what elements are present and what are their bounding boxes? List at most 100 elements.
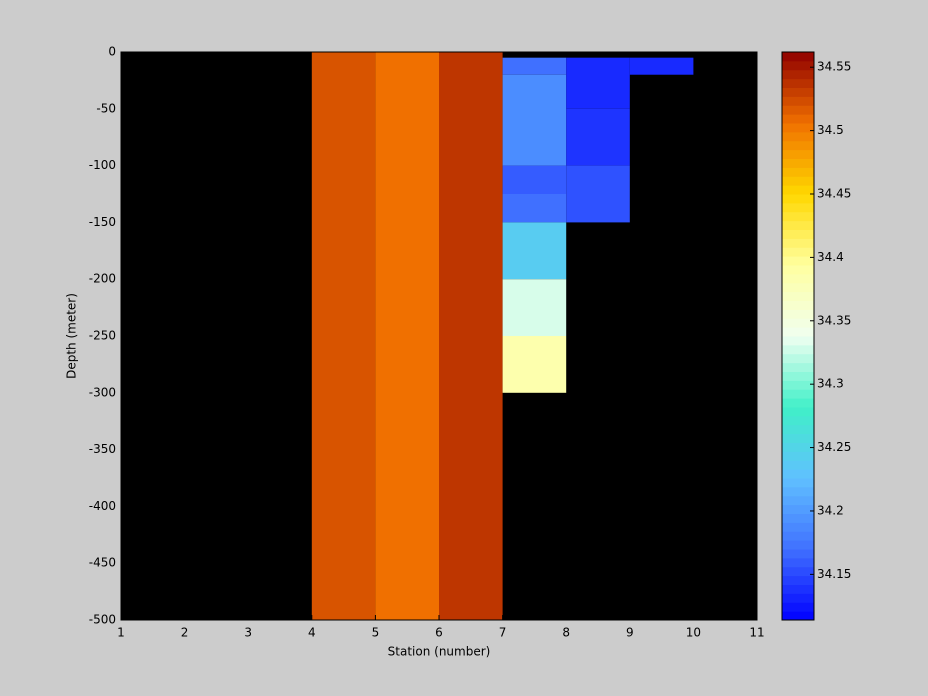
colorbar-swatch (782, 78, 814, 88)
y-tick-label: -300 (89, 385, 116, 399)
x-tick-label: 2 (181, 626, 189, 640)
colorbar-swatch (782, 229, 814, 239)
colorbar-swatch (782, 60, 814, 71)
colorbar-swatch (782, 478, 814, 488)
colorbar-swatch (782, 611, 814, 621)
x-axis-label: Station (number) (388, 645, 491, 659)
colorbar-swatch (782, 380, 814, 390)
colorbar-swatch (782, 362, 814, 372)
colorbar-swatch (782, 522, 814, 532)
colorbar-swatch (782, 353, 814, 364)
colorbar-swatch (782, 318, 814, 328)
colorbar-frame (781, 51, 815, 621)
colorbar-swatch (782, 495, 814, 506)
colorbar-tick-label: 34.15 (817, 567, 851, 581)
colorbar-swatch (782, 549, 814, 559)
colorbar-swatch (782, 194, 814, 204)
colorbar-swatch (782, 602, 814, 612)
colorbar-swatch (782, 504, 814, 514)
colorbar-swatch (782, 566, 814, 577)
colorbar-swatch (782, 486, 814, 497)
colorbar-swatch (782, 265, 814, 275)
colorbar-swatch (782, 238, 814, 248)
colorbar-swatch (782, 575, 814, 585)
colorbar-swatch (782, 300, 814, 310)
colorbar-swatch (782, 52, 814, 62)
colorbar-swatch (782, 105, 814, 115)
heatmap-cell (566, 108, 630, 166)
x-tick-label: 6 (435, 626, 443, 640)
x-tick-label: 7 (499, 626, 507, 640)
heatmap-cell (502, 165, 567, 194)
colorbar-swatch (782, 96, 814, 106)
heatmap-cell (502, 279, 567, 336)
colorbar-swatch (782, 389, 814, 399)
x-tick-label: 3 (244, 626, 252, 640)
heatmap-cell (502, 336, 567, 393)
x-tick-label: 4 (308, 626, 316, 640)
heatmap-cell (629, 57, 694, 75)
heatmap-cell (439, 52, 503, 620)
y-tick-label: -250 (89, 329, 116, 343)
y-axis-label: Depth (meter) (65, 293, 79, 379)
colorbar-swatch (782, 114, 814, 124)
heatmap-cell (566, 165, 630, 223)
heatmap-cell (566, 57, 630, 109)
colorbar-swatch (782, 167, 814, 177)
heatmap-cell (502, 194, 567, 223)
colorbar-swatch (782, 407, 814, 417)
colorbar-tick-label: 34.3 (817, 377, 844, 391)
y-tick-label: -200 (89, 272, 116, 286)
colorbar-swatch (782, 149, 814, 159)
colorbar-swatch (782, 202, 814, 213)
colorbar-tick-label: 34.35 (817, 313, 851, 327)
colorbar-swatch (782, 469, 814, 479)
colorbar-swatch (782, 371, 814, 381)
colorbar-swatch (782, 433, 814, 443)
colorbar-swatch (782, 344, 814, 355)
colorbar-swatch (782, 123, 814, 133)
colorbar-swatch (782, 273, 814, 284)
colorbar-tick-label: 34.25 (817, 440, 851, 454)
y-tick-label: 0 (108, 45, 116, 59)
colorbar-swatch (782, 327, 814, 337)
y-tick-label: -450 (89, 556, 116, 570)
colorbar-tick-label: 34.5 (817, 123, 844, 137)
colorbar-swatch (782, 513, 814, 523)
heatmap-cell (311, 52, 376, 620)
x-tick-label: 11 (749, 626, 764, 640)
colorbar-swatch (782, 336, 814, 346)
colorbar-tick-label: 34.4 (817, 250, 844, 264)
colorbar-swatch (782, 291, 814, 301)
y-tick-label: -150 (89, 215, 116, 229)
colorbar-swatch (782, 460, 814, 470)
colorbar-swatch (782, 140, 814, 151)
colorbar-tick-label: 34.55 (817, 60, 851, 74)
colorbar-swatch (782, 69, 814, 80)
colorbar-swatch (782, 531, 814, 541)
colorbar-swatch (782, 158, 814, 168)
y-tick-label: -350 (89, 442, 116, 456)
x-tick-label: 1 (117, 626, 125, 640)
heatmap-cell (502, 57, 567, 75)
y-tick-label: -100 (89, 158, 116, 172)
colorbar-swatch (782, 247, 814, 257)
colorbar-swatch (782, 131, 814, 142)
colorbar-swatch (782, 185, 814, 195)
y-tick-label: -400 (89, 499, 116, 513)
colorbar-swatch (782, 282, 814, 293)
colorbar-swatch (782, 398, 814, 408)
colorbar-swatch (782, 256, 814, 266)
colorbar-tick-label: 34.45 (817, 187, 851, 201)
x-tick-label: 8 (562, 626, 570, 640)
colorbar-swatch (782, 557, 814, 568)
colorbar-swatch (782, 584, 814, 594)
y-tick-label: -50 (96, 101, 116, 115)
x-tick-label: 5 (372, 626, 380, 640)
colorbar-swatch (782, 87, 814, 97)
colorbar-tick-label: 34.2 (817, 503, 844, 517)
colorbar-swatch (782, 415, 814, 426)
x-tick-label: 10 (686, 626, 701, 640)
colorbar-swatch (782, 540, 814, 550)
